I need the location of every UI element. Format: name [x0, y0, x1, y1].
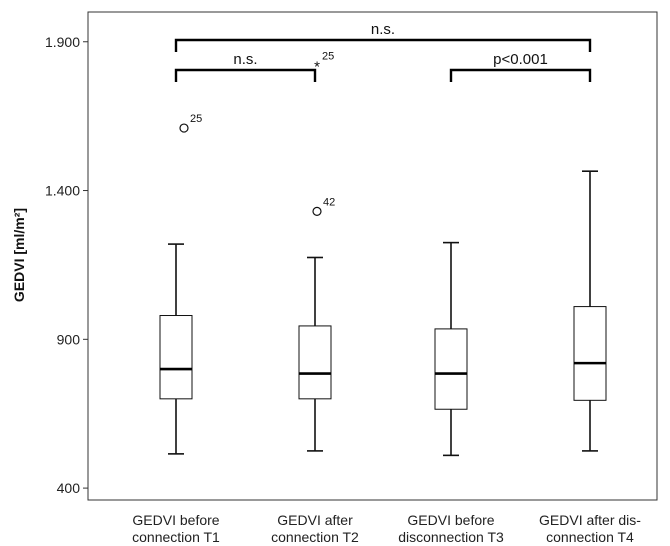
x-category-label-line: GEDVI before: [132, 512, 219, 528]
outlier-star: *: [314, 59, 320, 76]
plot-frame: [87, 11, 658, 501]
box-iqr: [434, 328, 468, 410]
outlier-label: 25: [190, 113, 202, 125]
significance-label: n.s.: [371, 21, 395, 38]
significance-bracket: [449, 68, 592, 82]
x-category-label-line: disconnection T3: [398, 529, 504, 545]
significance-bracket: [174, 68, 317, 82]
x-category-label: GEDVI before disconnection T3: [398, 512, 504, 545]
outlier-circle: [179, 123, 189, 133]
outlier-circle: [312, 206, 322, 216]
outlier-label: 42: [323, 196, 335, 208]
y-tick-label: 1.900: [45, 34, 80, 50]
x-category-label: GEDVI after dis-connection T4: [539, 512, 641, 545]
y-tick-label: 1.400: [45, 183, 80, 199]
y-axis-title: GEDVI [ml/m²]: [11, 208, 27, 302]
significance-label: p<0.001: [493, 51, 548, 68]
box-iqr: [159, 315, 193, 400]
x-category-label-line: connection T2: [271, 529, 359, 545]
box-iqr: [298, 325, 332, 400]
x-category-label-line: connection T1: [132, 529, 220, 545]
significance-bracket: [174, 38, 592, 52]
y-tick-label: 400: [57, 480, 81, 496]
y-tick-label: 900: [57, 331, 81, 347]
x-category-label-line: GEDVI before: [407, 512, 494, 528]
x-category-label-line: GEDVI after: [277, 512, 353, 528]
x-category-label-line: GEDVI after dis-: [539, 512, 641, 528]
box-iqr: [573, 306, 607, 401]
x-category-label-line: connection T4: [546, 529, 634, 545]
outlier-label: 25: [322, 51, 334, 63]
x-category-label: GEDVI before connection T1: [132, 512, 220, 545]
significance-label: n.s.: [233, 51, 257, 68]
x-category-label: GEDVI after connection T2: [271, 512, 359, 545]
